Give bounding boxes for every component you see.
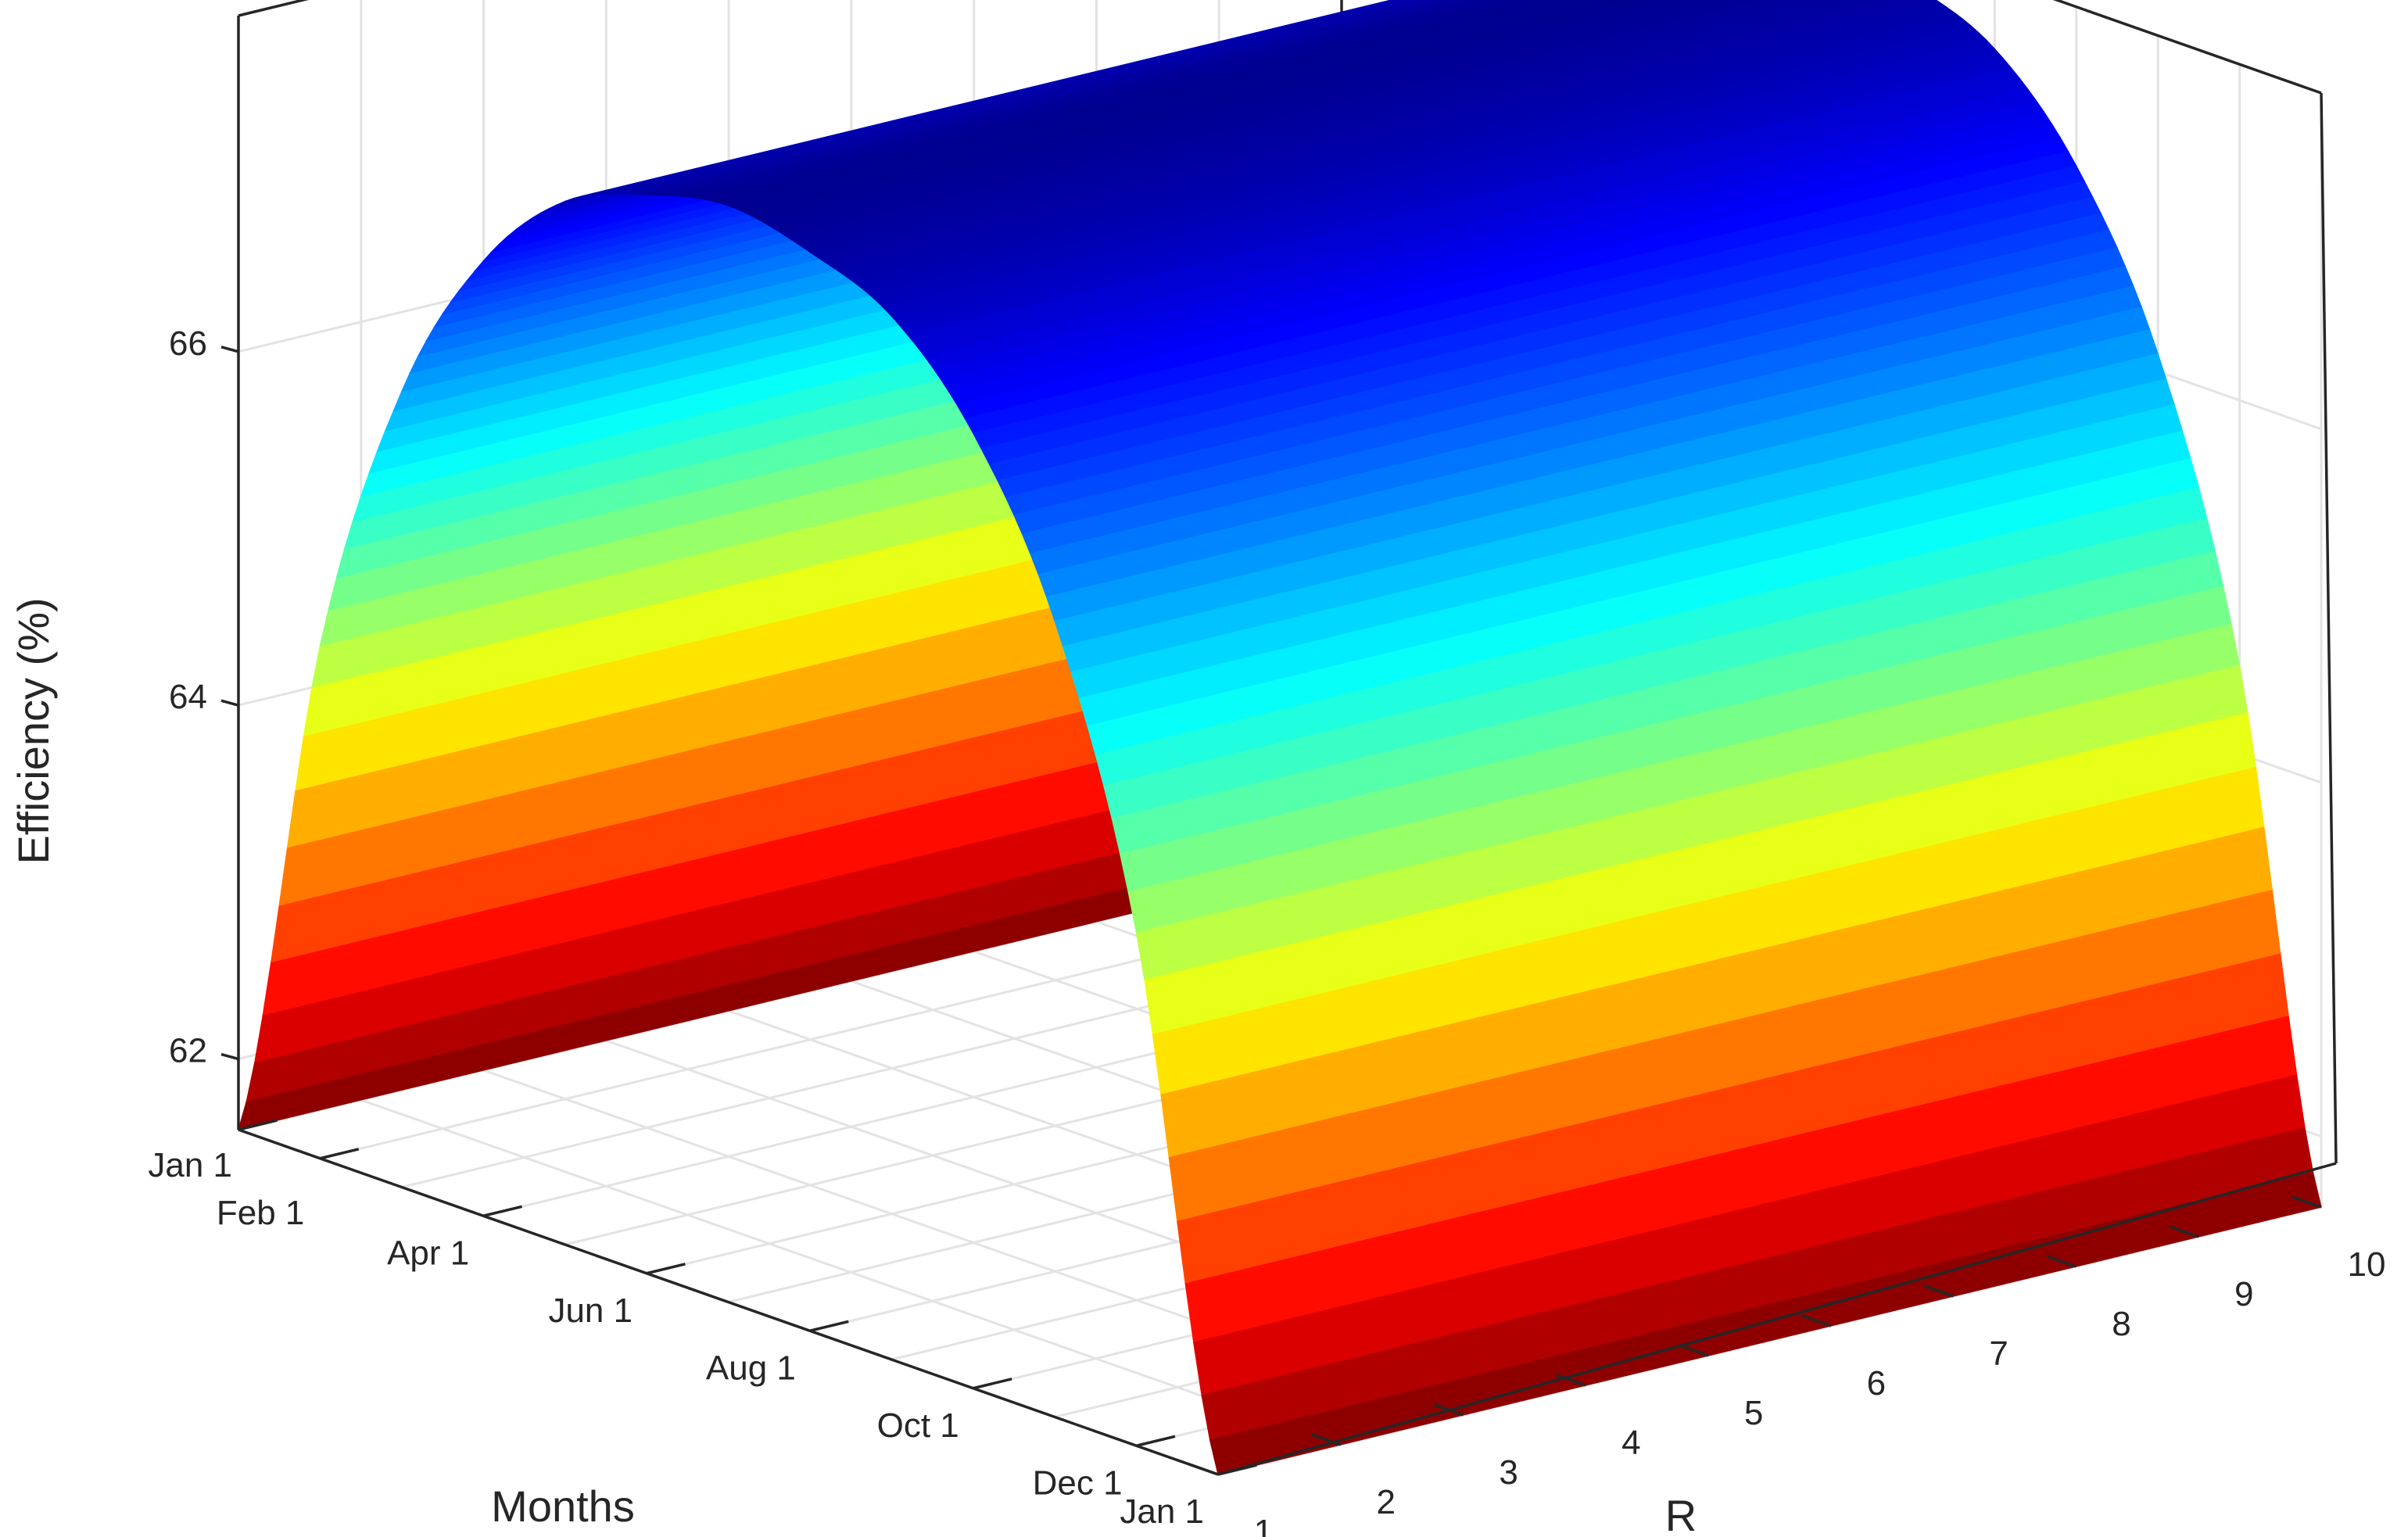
- surface-strip: [784, 0, 1790, 242]
- month-tick-label: Apr 1: [387, 1234, 469, 1272]
- surface-strip: [671, 0, 1491, 197]
- surface-strip: [718, 0, 1579, 206]
- month-tick: [973, 1378, 1012, 1390]
- z-tick-label: 62: [169, 1032, 207, 1070]
- surface-strip: [630, 0, 1442, 195]
- month-tick: [646, 1263, 686, 1275]
- r-tick-label: 3: [1499, 1453, 1518, 1492]
- surface-strip: [726, 0, 1600, 210]
- month-axis-line: [238, 1128, 1219, 1476]
- month-tick: [320, 1148, 360, 1160]
- surface-strip: [768, 0, 1731, 231]
- r-tick: [1188, 1463, 1219, 1476]
- z-tick-label: 66: [169, 324, 207, 363]
- month-tick-label: Oct 1: [877, 1406, 959, 1445]
- z-axis-label: Efficiency (%): [9, 597, 58, 864]
- r-tick-label: 10: [2348, 1245, 2386, 1284]
- r-tick: [2291, 1195, 2322, 1209]
- r-tick-label: 2: [1377, 1483, 1396, 1521]
- month-tick-label: Jun 1: [548, 1292, 632, 1330]
- month-tick: [482, 1205, 523, 1217]
- month-tick-label: Jan 1: [1120, 1492, 1204, 1531]
- r-tick: [1923, 1284, 1955, 1298]
- z-tick-label: 64: [169, 678, 207, 716]
- month-tick: [238, 1119, 278, 1131]
- surface-strip: [743, 0, 1648, 217]
- r-tick: [1310, 1433, 1342, 1446]
- z-tick: [220, 346, 239, 353]
- surface-strip: [711, 0, 1561, 204]
- surface-strip: [801, 0, 1852, 253]
- r-tick-label: 6: [1867, 1364, 1886, 1403]
- surface-strip: [638, 0, 1452, 195]
- y-axis-label: R: [1665, 1491, 1697, 1537]
- surface-strip: [646, 0, 1461, 195]
- surface-strip: [735, 0, 1623, 213]
- z-tick: [220, 1052, 239, 1061]
- axis-labels: Efficiency (%) Months R: [9, 597, 1697, 1537]
- r-tick-label: 7: [1989, 1335, 2008, 1373]
- x-axis-label: Months: [491, 1481, 635, 1531]
- r-tick-label: 8: [2112, 1305, 2130, 1343]
- r-tick: [1678, 1344, 1709, 1357]
- month-tick: [809, 1320, 849, 1332]
- r-tick-label: 4: [1621, 1424, 1640, 1462]
- r-tick: [1433, 1403, 1464, 1417]
- surface-strip: [679, 0, 1502, 198]
- r-tick: [1801, 1314, 1832, 1327]
- month-tick-label: Jan 1: [148, 1146, 232, 1184]
- month-tick-label: Aug 1: [706, 1349, 796, 1387]
- month-tick: [1217, 1464, 1257, 1476]
- floor-gridline: [360, 1098, 1342, 1446]
- surface-strip: [695, 0, 1528, 200]
- surface-strip: [816, 0, 1914, 264]
- month-tick: [1136, 1435, 1176, 1447]
- surface-strip: [792, 0, 1822, 248]
- surface-strip: [759, 0, 1702, 227]
- r-tick: [1556, 1374, 1586, 1387]
- surface-strip: [687, 0, 1514, 199]
- surface-strip: [751, 0, 1675, 222]
- r-axis-line: [1217, 1162, 2337, 1476]
- month-tick-label: Dec 1: [1033, 1464, 1123, 1502]
- r-tick-label: 5: [1744, 1394, 1763, 1432]
- surface-strip: [654, 0, 1471, 196]
- z-tick: [220, 699, 239, 707]
- surface-strip: [614, 0, 1424, 195]
- r-tick-label: 9: [2234, 1275, 2253, 1313]
- efficiency-surface: [238, 0, 2322, 1475]
- surface-strip: [776, 0, 1761, 237]
- box-right-edge: [2320, 92, 2338, 1164]
- r-tick-label: 1: [1254, 1513, 1273, 1537]
- surface-strip: [704, 0, 1543, 202]
- month-tick-label: Feb 1: [217, 1194, 305, 1232]
- r-tick: [2046, 1255, 2077, 1268]
- surface-strip: [662, 0, 1480, 196]
- surface-strip: [622, 0, 1433, 195]
- surface-strip: [808, 0, 1883, 259]
- r-tick: [2169, 1225, 2199, 1238]
